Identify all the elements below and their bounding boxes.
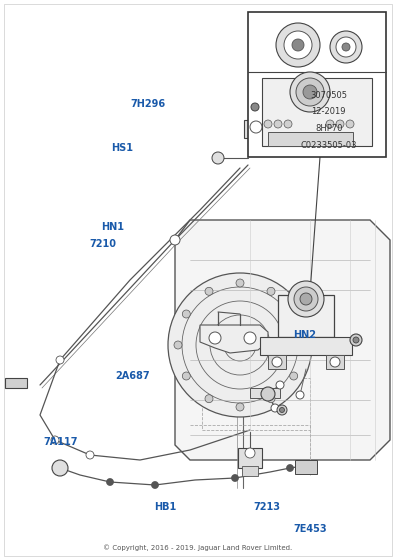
Bar <box>242 466 258 476</box>
Circle shape <box>290 372 298 380</box>
Circle shape <box>170 235 180 245</box>
Circle shape <box>294 287 318 311</box>
Bar <box>262 78 372 146</box>
Circle shape <box>168 273 312 417</box>
Text: HB1: HB1 <box>154 502 177 512</box>
Circle shape <box>300 293 312 305</box>
Circle shape <box>86 451 94 459</box>
Circle shape <box>250 121 262 133</box>
Circle shape <box>236 403 244 411</box>
Bar <box>268 132 353 146</box>
Circle shape <box>264 120 272 128</box>
Circle shape <box>290 310 298 318</box>
Circle shape <box>271 404 279 412</box>
Circle shape <box>290 72 330 112</box>
Circle shape <box>152 482 158 488</box>
Text: 7H296: 7H296 <box>131 99 166 109</box>
Circle shape <box>274 120 282 128</box>
Bar <box>238 448 262 468</box>
Text: 7E453: 7E453 <box>293 524 327 534</box>
Bar <box>326 355 344 369</box>
Circle shape <box>205 395 213 403</box>
Circle shape <box>330 31 362 63</box>
Circle shape <box>292 39 304 51</box>
Circle shape <box>346 120 354 128</box>
Polygon shape <box>175 220 390 460</box>
Text: HS1: HS1 <box>111 143 133 153</box>
Circle shape <box>56 356 64 364</box>
Circle shape <box>245 448 255 458</box>
Circle shape <box>280 408 284 413</box>
Bar <box>260 337 352 355</box>
Circle shape <box>209 332 221 344</box>
Bar <box>244 120 268 138</box>
Text: 7210: 7210 <box>89 239 116 249</box>
Text: 3070505: 3070505 <box>310 91 347 100</box>
Circle shape <box>303 85 317 99</box>
Circle shape <box>336 37 356 57</box>
Circle shape <box>174 341 182 349</box>
Text: HN1: HN1 <box>101 222 124 232</box>
Circle shape <box>261 387 275 401</box>
Circle shape <box>182 310 190 318</box>
Circle shape <box>251 103 259 111</box>
Polygon shape <box>200 325 268 353</box>
Circle shape <box>286 464 293 472</box>
Circle shape <box>267 287 275 295</box>
Circle shape <box>182 372 190 380</box>
Circle shape <box>212 152 224 164</box>
Circle shape <box>350 334 362 346</box>
Text: 2A687: 2A687 <box>115 371 149 381</box>
Circle shape <box>244 332 256 344</box>
Circle shape <box>326 120 334 128</box>
Circle shape <box>336 120 344 128</box>
Circle shape <box>51 436 59 444</box>
Bar <box>248 12 386 157</box>
Circle shape <box>107 478 114 486</box>
Circle shape <box>276 23 320 67</box>
Circle shape <box>276 381 284 389</box>
Circle shape <box>288 281 324 317</box>
Text: C0233505-03: C0233505-03 <box>301 141 357 150</box>
Circle shape <box>284 120 292 128</box>
Text: 8HP70: 8HP70 <box>315 124 343 133</box>
Circle shape <box>205 287 213 295</box>
Circle shape <box>236 279 244 287</box>
Bar <box>295 460 317 474</box>
Circle shape <box>296 391 304 399</box>
Text: © Copyright, 2016 - 2019. Jaguar Land Rover Limited.: © Copyright, 2016 - 2019. Jaguar Land Ro… <box>103 545 293 552</box>
Circle shape <box>232 474 238 482</box>
Bar <box>5 378 27 388</box>
Circle shape <box>298 341 306 349</box>
Text: HN2: HN2 <box>293 330 316 340</box>
Circle shape <box>330 357 340 367</box>
Circle shape <box>342 43 350 51</box>
Bar <box>278 295 334 337</box>
Circle shape <box>284 31 312 59</box>
Circle shape <box>277 405 287 415</box>
Bar <box>250 388 280 398</box>
Bar <box>268 355 286 369</box>
Circle shape <box>267 395 275 403</box>
Circle shape <box>353 337 359 343</box>
Text: 7A117: 7A117 <box>44 437 78 447</box>
Circle shape <box>52 460 68 476</box>
Circle shape <box>272 357 282 367</box>
Text: 12-2019: 12-2019 <box>311 108 346 116</box>
Circle shape <box>296 78 324 106</box>
Text: 7213: 7213 <box>253 502 280 512</box>
